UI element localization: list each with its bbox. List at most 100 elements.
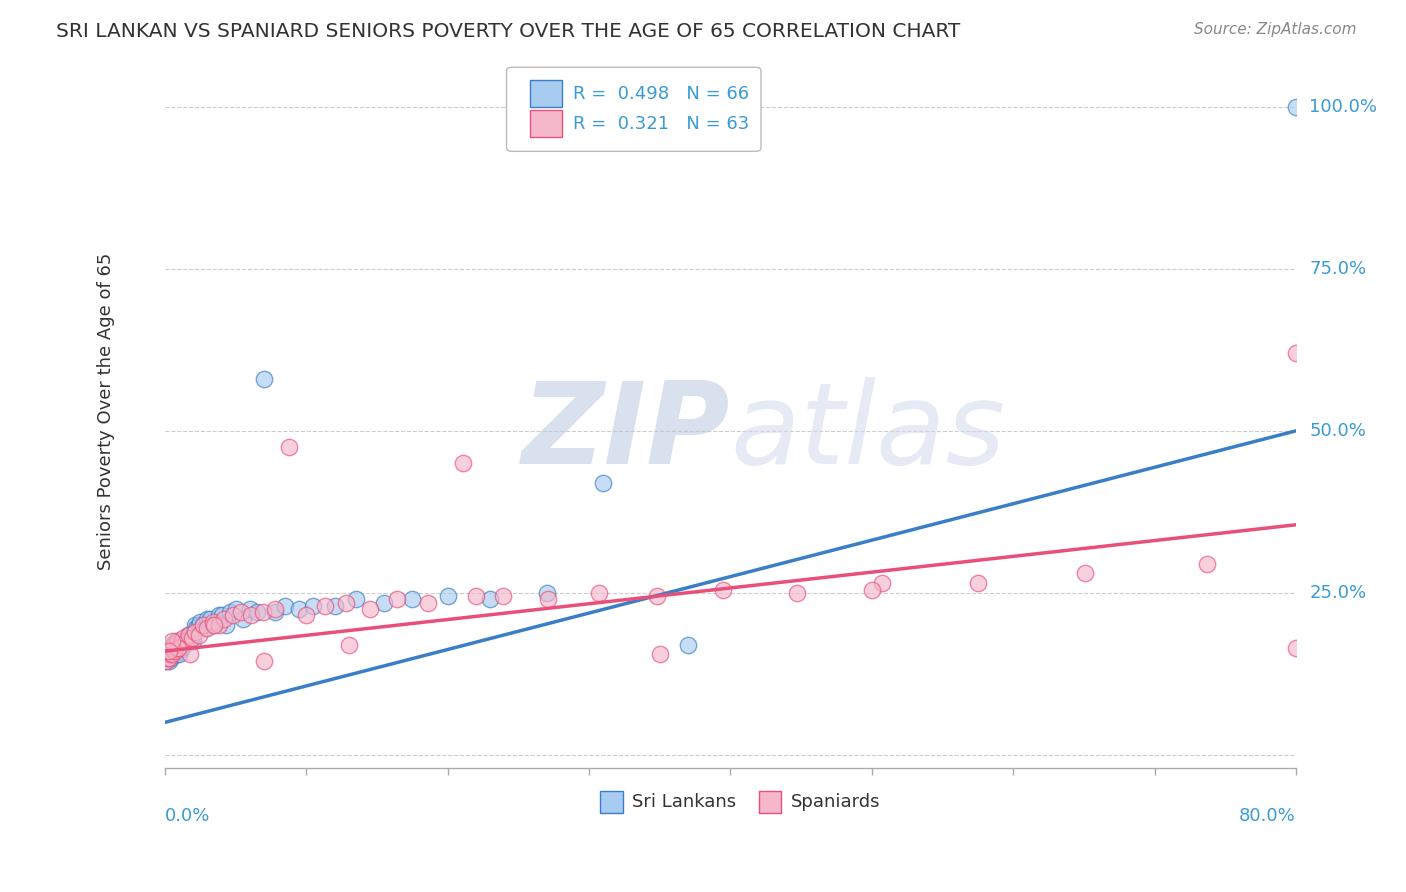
Point: [163, 644, 186, 658]
Point: [193, 618, 215, 632]
Point: [1285, 100, 1308, 114]
Point: [436, 589, 458, 603]
Point: [165, 640, 187, 655]
Point: [373, 595, 395, 609]
Point: [278, 440, 301, 454]
Text: ZIP: ZIP: [522, 377, 731, 488]
Point: [870, 576, 893, 591]
Point: [157, 640, 180, 655]
Point: [240, 608, 263, 623]
Point: [169, 638, 191, 652]
Text: 80.0%: 80.0%: [1239, 807, 1296, 825]
Point: [197, 622, 219, 636]
Point: [159, 644, 181, 658]
Point: [193, 618, 215, 632]
Point: [167, 648, 190, 662]
Point: [202, 618, 225, 632]
Point: [176, 628, 198, 642]
Point: [465, 589, 488, 603]
Point: [208, 608, 231, 623]
FancyBboxPatch shape: [506, 67, 761, 152]
Point: [288, 602, 311, 616]
Point: [1195, 557, 1218, 571]
Point: [225, 602, 247, 616]
Point: [183, 618, 205, 632]
Point: [166, 640, 188, 655]
Point: [174, 634, 197, 648]
Point: [314, 599, 336, 613]
Text: Sri Lankans: Sri Lankans: [633, 793, 737, 811]
Point: [295, 608, 318, 623]
Point: [156, 650, 179, 665]
Point: [219, 605, 242, 619]
Text: R =  0.498   N = 66: R = 0.498 N = 66: [574, 85, 749, 103]
Point: [264, 605, 287, 619]
Point: [170, 640, 193, 655]
FancyBboxPatch shape: [600, 791, 623, 813]
Point: [155, 648, 177, 662]
Point: [187, 628, 209, 642]
Point: [155, 654, 177, 668]
Point: [157, 650, 180, 665]
Point: [170, 638, 193, 652]
Point: [157, 644, 180, 658]
Point: [253, 372, 276, 386]
Point: [167, 640, 190, 655]
Point: [163, 648, 186, 662]
Point: [302, 599, 325, 613]
Point: [232, 612, 254, 626]
Point: [194, 622, 217, 636]
Point: [492, 589, 515, 603]
Point: [239, 602, 262, 616]
Point: [1285, 640, 1308, 655]
Point: [162, 644, 184, 658]
Point: [536, 586, 558, 600]
Point: [202, 615, 225, 629]
Point: [479, 592, 502, 607]
Point: [183, 624, 205, 639]
Point: [160, 648, 183, 662]
Point: [416, 595, 439, 609]
Text: 25.0%: 25.0%: [1309, 583, 1367, 602]
Point: [179, 648, 201, 662]
Point: [156, 650, 179, 665]
Point: [157, 644, 180, 658]
Point: [231, 605, 253, 619]
Text: Source: ZipAtlas.com: Source: ZipAtlas.com: [1194, 22, 1357, 37]
Point: [648, 648, 671, 662]
Point: [204, 618, 226, 632]
Point: [159, 640, 181, 655]
Point: [537, 592, 560, 607]
Point: [167, 634, 190, 648]
Point: [160, 640, 183, 655]
Text: Seniors Poverty Over the Age of 65: Seniors Poverty Over the Age of 65: [97, 252, 115, 570]
Point: [157, 654, 180, 668]
Point: [170, 638, 193, 652]
FancyBboxPatch shape: [530, 80, 562, 107]
Point: [162, 638, 184, 652]
Point: [190, 615, 212, 629]
Point: [165, 634, 187, 648]
Point: [385, 592, 408, 607]
Point: [162, 644, 184, 658]
Point: [222, 608, 245, 623]
Point: [200, 612, 222, 626]
FancyBboxPatch shape: [530, 110, 562, 137]
FancyBboxPatch shape: [759, 791, 782, 813]
Point: [166, 640, 188, 655]
Point: [159, 648, 181, 662]
Point: [645, 589, 668, 603]
Point: [155, 654, 177, 668]
Text: 100.0%: 100.0%: [1309, 98, 1378, 116]
Point: [214, 612, 236, 626]
Point: [252, 605, 274, 619]
Point: [205, 615, 228, 629]
Point: [179, 634, 201, 648]
Point: [274, 599, 297, 613]
Text: R =  0.321   N = 63: R = 0.321 N = 63: [574, 114, 749, 133]
Point: [156, 644, 179, 658]
Point: [592, 475, 614, 490]
Point: [180, 631, 202, 645]
Point: [160, 634, 183, 648]
Point: [786, 586, 808, 600]
